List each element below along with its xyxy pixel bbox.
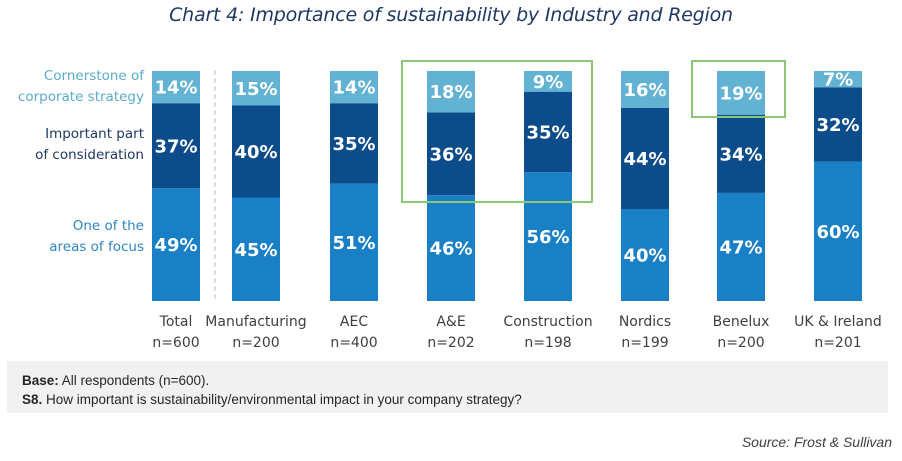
data-label: 15% <box>234 79 277 100</box>
highlight-box <box>691 60 786 118</box>
bar-segment-manufacturing-cornerstone-of-corporate-strategy <box>232 71 280 106</box>
bar-segment-benelux-cornerstone-of-corporate-strategy <box>717 71 765 115</box>
legend-label: areas of focus <box>49 239 144 255</box>
data-label: 32% <box>816 115 859 136</box>
sample-size-label: n=200 <box>717 335 764 351</box>
question-text: How important is sustainability/environm… <box>42 392 522 407</box>
bar-segment-uk-ireland-one-of-the-areas-of-focus <box>814 161 862 301</box>
data-label: 34% <box>719 144 762 165</box>
category-label: Construction <box>503 314 592 330</box>
bar-segment-benelux-one-of-the-areas-of-focus <box>717 192 765 301</box>
sample-size-label: n=200 <box>232 335 279 351</box>
sample-size-label: n=202 <box>427 335 474 351</box>
category-label: UK & Ireland <box>794 314 882 330</box>
data-label: 14% <box>154 78 197 99</box>
data-label: 46% <box>429 239 472 260</box>
data-label: 44% <box>623 149 666 170</box>
bar-segment-a-e-important-part-of-consideration <box>427 112 475 196</box>
legend-label: Important part <box>45 126 144 142</box>
data-label: 40% <box>623 246 666 267</box>
bar-segment-total-cornerstone-of-corporate-strategy <box>152 71 200 104</box>
sample-size-label: n=600 <box>152 335 199 351</box>
category-label: Total <box>159 314 193 330</box>
data-label: 37% <box>154 136 197 157</box>
sample-size-label: n=199 <box>621 335 668 351</box>
bar-segment-aec-one-of-the-areas-of-focus <box>330 183 378 301</box>
data-label: 16% <box>623 80 666 101</box>
base-note: Base: All respondents (n=600). <box>22 373 209 388</box>
bar-segment-nordics-cornerstone-of-corporate-strategy <box>621 71 669 108</box>
bar-segment-nordics-one-of-the-areas-of-focus <box>621 209 669 301</box>
bar-segment-aec-important-part-of-consideration <box>330 103 378 184</box>
data-label: 40% <box>234 142 277 163</box>
bar-segment-construction-important-part-of-consideration <box>524 91 572 173</box>
data-label: 47% <box>719 237 762 258</box>
data-label: 14% <box>332 78 375 99</box>
bar-segment-uk-ireland-cornerstone-of-corporate-strategy <box>814 71 862 88</box>
bar-segment-a-e-one-of-the-areas-of-focus <box>427 195 475 301</box>
legend-label: corporate strategy <box>18 89 144 105</box>
bar-segment-manufacturing-important-part-of-consideration <box>232 105 280 198</box>
sample-size-label: n=198 <box>524 335 571 351</box>
data-label: 9% <box>533 72 564 93</box>
legend-label: Cornerstone of <box>44 68 145 84</box>
category-label: Nordics <box>619 314 671 330</box>
bar-segment-nordics-important-part-of-consideration <box>621 107 669 209</box>
legend-label: One of the <box>73 218 144 234</box>
bar-segment-total-one-of-the-areas-of-focus <box>152 188 200 301</box>
data-label: 60% <box>816 222 859 243</box>
highlight-box <box>401 60 593 203</box>
data-label: 36% <box>429 144 472 165</box>
data-label: 51% <box>332 233 375 254</box>
stacked-bar-chart: 49% 37% 14% Total n=600 45% 40% 15% Manufacturin… <box>18 60 882 351</box>
data-label: 18% <box>429 82 472 103</box>
category-label: Benelux <box>713 314 770 330</box>
base-text: All respondents (n=600). <box>58 373 210 388</box>
bar-segment-a-e-cornerstone-of-corporate-strategy <box>427 71 475 113</box>
chart-title: Chart 4: Importance of sustainability by… <box>169 4 733 26</box>
category-label: AEC <box>340 314 368 330</box>
bar-segment-manufacturing-one-of-the-areas-of-focus <box>232 197 280 301</box>
base-label: Base: <box>22 373 59 388</box>
bar-segment-total-important-part-of-consideration <box>152 103 200 189</box>
data-label: 49% <box>154 235 197 256</box>
data-label: 56% <box>526 227 569 248</box>
notes-box: Base: All respondents (n=600). S8. How i… <box>7 361 888 413</box>
question-note: S8. How important is sustainability/envi… <box>22 392 522 407</box>
legend-label: of consideration <box>35 147 144 163</box>
source-note: Source: Frost & Sullivan <box>741 434 892 450</box>
bar-segment-aec-cornerstone-of-corporate-strategy <box>330 71 378 104</box>
bar-segment-construction-one-of-the-areas-of-focus <box>524 172 572 301</box>
category-label: Manufacturing <box>205 314 306 330</box>
sample-size-label: n=201 <box>814 335 861 351</box>
data-label: 35% <box>526 122 569 143</box>
bar-segment-construction-cornerstone-of-corporate-strategy <box>524 71 572 92</box>
question-label: S8. <box>22 392 43 407</box>
data-label: 45% <box>234 240 277 261</box>
bar-segment-uk-ireland-important-part-of-consideration <box>814 87 862 162</box>
data-label: 19% <box>719 83 762 104</box>
category-label: A&E <box>436 314 465 330</box>
sample-size-label: n=400 <box>330 335 377 351</box>
bar-segment-benelux-important-part-of-consideration <box>717 114 765 193</box>
data-label: 7% <box>823 70 854 91</box>
data-label: 35% <box>332 134 375 155</box>
